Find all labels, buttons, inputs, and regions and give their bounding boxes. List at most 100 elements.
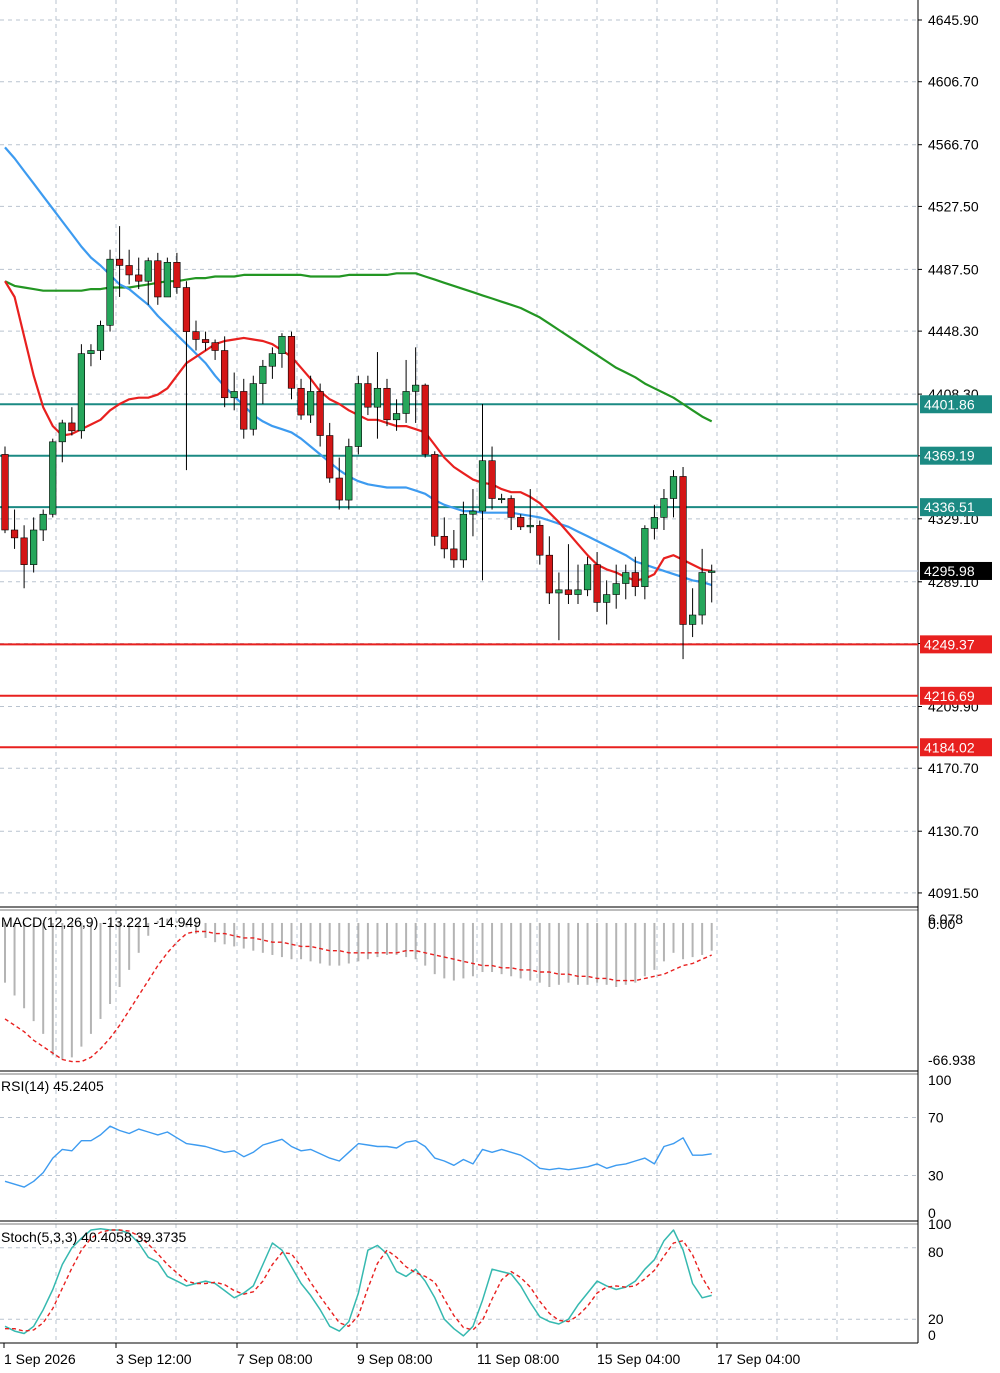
candle-body: [144, 260, 152, 282]
candle: [163, 257, 171, 298]
candle: [545, 536, 553, 604]
candle: [660, 489, 668, 530]
candle-body: [364, 383, 372, 408]
candle-body: [612, 583, 620, 595]
candle-body: [106, 258, 114, 326]
candle: [20, 525, 28, 589]
current-price-label: 4295.98: [924, 563, 975, 579]
candle: [373, 352, 382, 439]
candle: [68, 407, 76, 436]
candle-body: [230, 391, 238, 399]
candle-body: [77, 353, 85, 432]
rsi-tick-label: 30: [928, 1168, 944, 1184]
candle-body: [125, 265, 133, 276]
resistance-level-label: 4401.86: [924, 396, 975, 412]
price-tick-label: 4170.70: [928, 760, 979, 776]
stoch-title: Stoch(5,3,3) 40.4058 39.3735: [1, 1229, 186, 1245]
support-level-label: 4249.37: [924, 636, 975, 652]
candle-body: [278, 336, 286, 354]
candle: [603, 580, 611, 625]
support-level-tag: [920, 738, 992, 757]
macd-top-label: 6.078: [928, 911, 963, 927]
candle-body: [412, 384, 420, 392]
resistance-level-label: 4336.51: [924, 499, 975, 515]
candle-body: [507, 498, 515, 518]
candle: [230, 372, 238, 411]
candle: [173, 252, 181, 294]
rsi-tick-label: 70: [928, 1110, 944, 1126]
candle-body: [431, 454, 439, 537]
candle-body: [87, 350, 95, 354]
stochastic-panel: [4, 1228, 713, 1337]
candle: [345, 438, 353, 510]
candle-body: [688, 614, 697, 625]
support-level-tag: [920, 635, 992, 654]
candle-body: [345, 446, 353, 501]
candle: [593, 552, 601, 612]
resistance-level-label: 4369.19: [924, 448, 975, 464]
candlestick-series[interactable]: [1, 226, 716, 660]
chart-grid: [0, 0, 919, 1344]
support-level-label: 4216.69: [924, 688, 975, 704]
candle: [488, 446, 496, 510]
rsi-tick-label: 100: [928, 1072, 952, 1088]
candle-body: [450, 548, 458, 561]
candle-body: [68, 422, 76, 432]
candle-body: [469, 510, 477, 515]
macd-bottom-label: -66.938: [928, 1052, 976, 1068]
stoch-tick-label: 20: [928, 1311, 944, 1327]
candle-body: [163, 262, 171, 298]
candle-body: [564, 589, 573, 595]
candle-body: [574, 589, 582, 595]
candle-body: [297, 387, 305, 416]
candle: [49, 438, 57, 518]
candle-body: [555, 589, 563, 594]
price-tick-label: 4645.90: [928, 12, 979, 28]
candle-body: [268, 353, 277, 367]
candle: [431, 451, 439, 546]
candle-body: [497, 498, 506, 501]
candle: [96, 320, 105, 360]
time-axis-label: 9 Sep 08:00: [357, 1351, 433, 1367]
time-axis-label: 15 Sep 04:00: [597, 1351, 681, 1367]
candle: [517, 514, 525, 530]
candle-body: [20, 537, 28, 565]
resistance-level-tag: [920, 498, 992, 517]
time-axis-label: 7 Sep 08:00: [237, 1351, 313, 1367]
price-tick-label: 4130.70: [928, 823, 979, 839]
candle: [278, 333, 286, 368]
candle-body: [259, 365, 267, 384]
candle-body: [679, 476, 687, 625]
candle-body: [593, 564, 601, 603]
candle-body: [354, 383, 362, 447]
candle: [536, 520, 544, 565]
candle-body: [660, 498, 668, 518]
candle: [249, 375, 257, 436]
candle: [526, 489, 534, 534]
candle: [192, 320, 200, 351]
candle: [497, 493, 506, 504]
candle-body: [58, 422, 66, 443]
candle-body: [135, 274, 143, 282]
candle: [306, 375, 315, 423]
candle-body: [536, 524, 544, 556]
stoch-tick-label: 0: [928, 1327, 936, 1343]
candle: [421, 383, 429, 458]
candle-body: [240, 391, 248, 430]
candle: [631, 556, 639, 597]
ma-mid-line: [4, 146, 713, 587]
candle: [412, 347, 420, 423]
candle: [316, 383, 324, 447]
candle-body: [39, 513, 47, 531]
candle: [10, 509, 19, 549]
candle: [574, 564, 582, 604]
time-axis-label: 1 Sep 2026: [4, 1351, 76, 1367]
rsi-title: RSI(14) 45.2405: [1, 1078, 104, 1094]
candle-body: [201, 339, 210, 343]
candle-body: [641, 528, 649, 587]
stoch-tick-label: 100: [928, 1216, 952, 1232]
candle-body: [1, 454, 9, 531]
candle-body: [154, 260, 162, 298]
candle: [106, 249, 114, 332]
